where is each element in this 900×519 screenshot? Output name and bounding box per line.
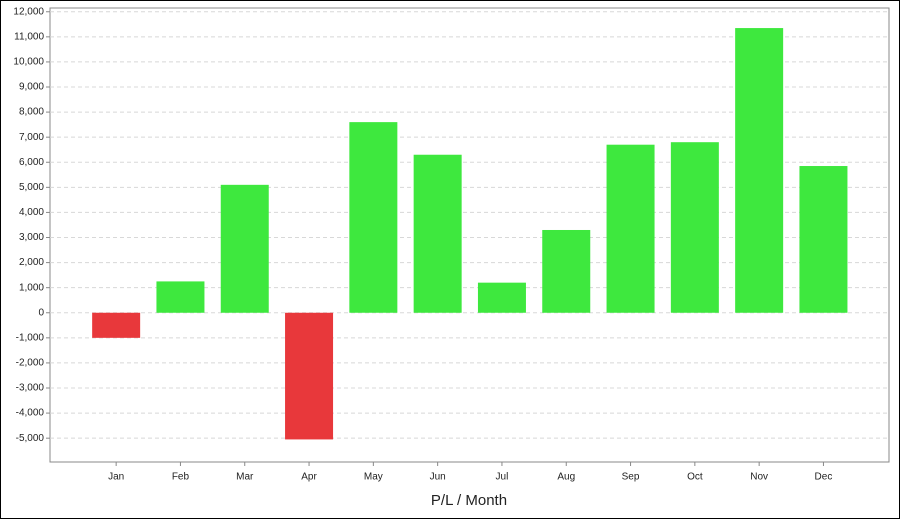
bar	[285, 312, 334, 440]
bar	[606, 144, 655, 313]
bar	[542, 229, 591, 313]
y-tick-label: 4,000	[19, 207, 44, 218]
bar	[670, 142, 719, 313]
y-tick-label: 6,000	[19, 157, 44, 168]
y-tick-label: 3,000	[19, 232, 44, 243]
bar	[799, 166, 848, 313]
y-tick-label: -1,000	[16, 332, 45, 343]
x-tick-label: Mar	[236, 472, 254, 483]
y-tick-label: 1,000	[19, 282, 44, 293]
x-tick-label: Dec	[815, 472, 833, 483]
x-tick-label: Feb	[172, 472, 190, 483]
x-tick-label: Sep	[622, 472, 640, 483]
x-axis-label: P/L / Month	[431, 492, 507, 509]
y-tick-label: 5,000	[19, 182, 44, 193]
x-tick-label: Jan	[108, 472, 124, 483]
y-tick-label: 10,000	[13, 57, 44, 68]
y-tick-label: 12,000	[13, 6, 44, 17]
x-tick-label: Apr	[301, 472, 317, 483]
y-tick-label: 7,000	[19, 132, 44, 143]
x-tick-label: Jul	[496, 472, 509, 483]
bar	[735, 28, 784, 313]
y-tick-label: -2,000	[16, 358, 45, 369]
x-tick-label: Nov	[750, 472, 768, 483]
bar	[413, 154, 462, 313]
bar	[220, 184, 269, 313]
bar	[477, 282, 526, 313]
y-tick-label: 2,000	[19, 257, 44, 268]
y-tick-label: -4,000	[16, 408, 45, 419]
x-tick-label: Aug	[557, 472, 575, 483]
x-tick-label: Oct	[687, 472, 703, 483]
y-tick-label: 8,000	[19, 107, 44, 118]
y-tick-label: 0	[38, 307, 44, 318]
bar	[156, 281, 205, 313]
bar	[92, 312, 141, 338]
y-tick-label: -3,000	[16, 383, 45, 394]
y-tick-label: 9,000	[19, 82, 44, 93]
x-tick-label: May	[364, 472, 383, 483]
x-tick-label: Jun	[430, 472, 446, 483]
y-tick-label: 11,000	[14, 31, 44, 42]
y-tick-label: -5,000	[16, 433, 45, 444]
bar	[349, 122, 398, 313]
